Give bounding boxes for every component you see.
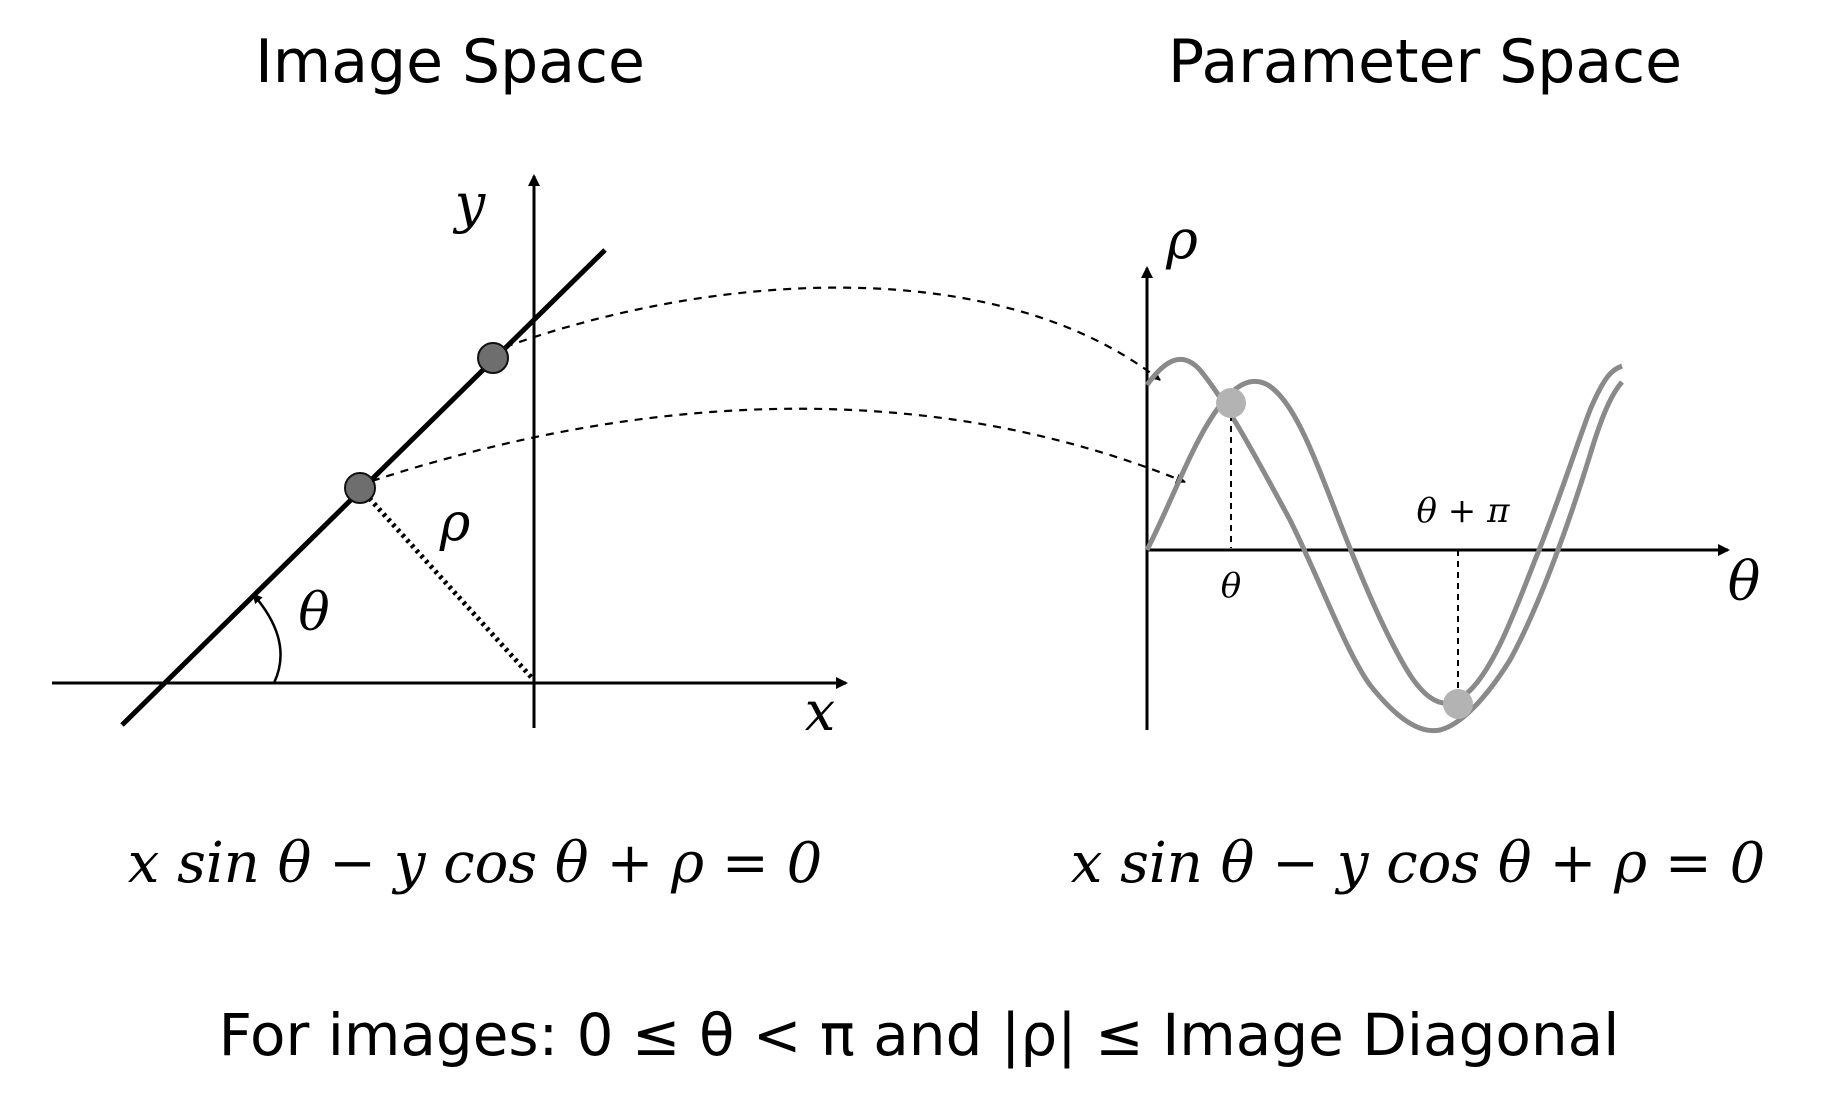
parameter-theta-axis-label: θ — [1728, 550, 1761, 613]
parameter-space-equation: x sin θ − y cos θ + ρ = 0 — [1071, 831, 1766, 896]
image-space-equation: x sin θ − y cos θ + ρ = 0 — [128, 831, 823, 896]
parameter-space-title: Parameter Space — [1168, 27, 1682, 97]
footer-constraints: For images: 0 ≤ θ < π and |ρ| ≤ Image Di… — [219, 1001, 1620, 1069]
image-theta-label: θ — [298, 583, 329, 643]
line-point-lower — [344, 472, 376, 504]
image-y-axis-label: y — [453, 172, 487, 235]
mapping-arrow-upper — [504, 286, 1161, 381]
line-point-upper — [477, 342, 509, 374]
parameter-rho-axis-label: ρ — [1165, 208, 1198, 271]
image-rho-label: ρ — [439, 493, 471, 553]
parameter-theta-tick-label: θ — [1221, 566, 1241, 606]
image-space-title: Image Space — [255, 27, 645, 97]
sinusoid-curve-b — [1144, 363, 1623, 706]
intersection-point-theta — [1216, 388, 1246, 418]
rho-perpendicular — [358, 486, 534, 680]
sinusoid-curve-a — [1144, 356, 1624, 734]
theta-angle-arc — [252, 593, 282, 684]
intersection-point-theta-pi — [1443, 689, 1473, 719]
parameter-theta-pi-tick-label: θ + π — [1417, 491, 1511, 531]
image-x-axis-label: x — [805, 680, 835, 743]
mapping-arrow-lower — [371, 407, 1186, 484]
